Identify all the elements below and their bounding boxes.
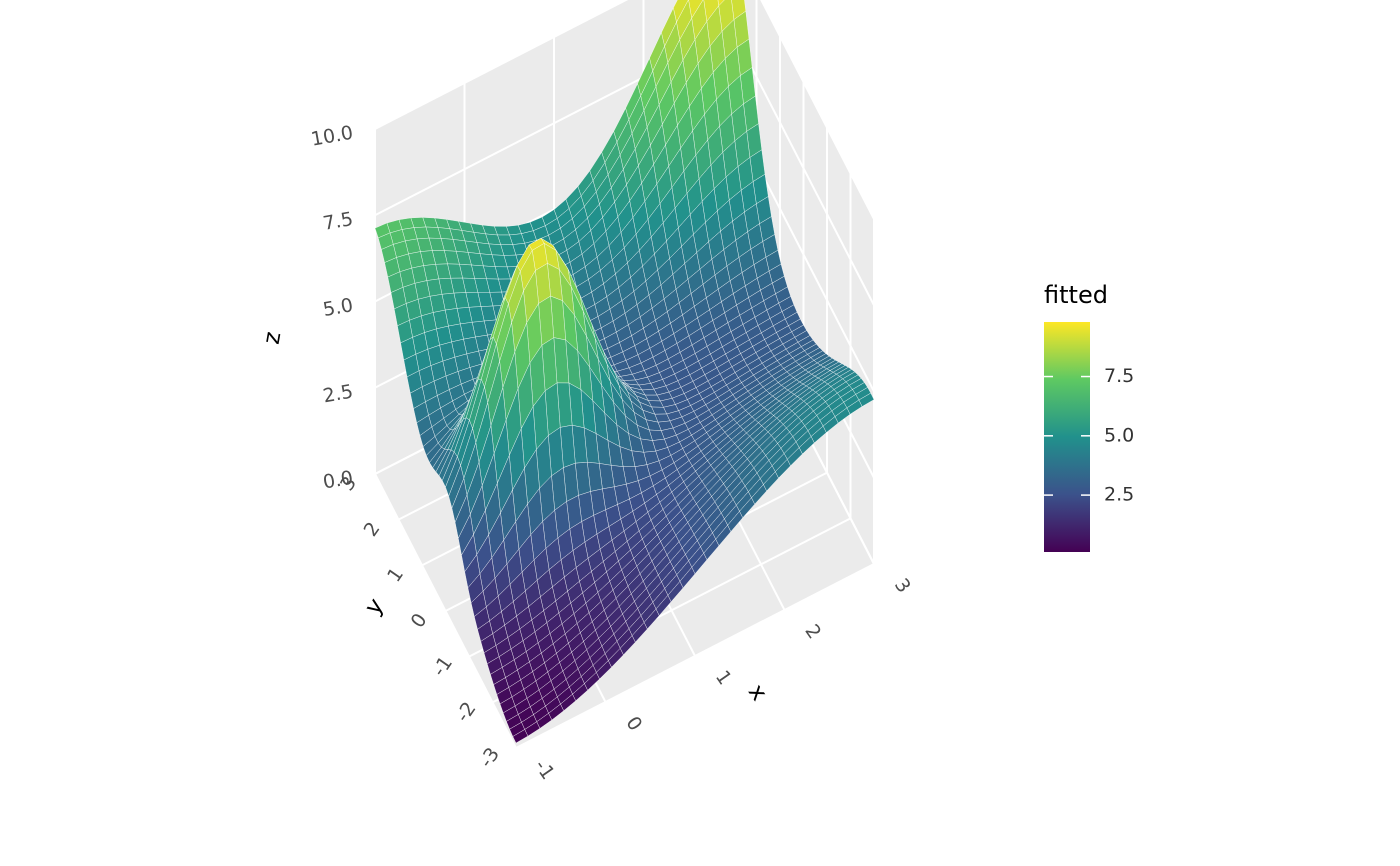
z-tick-label: 7.5 (321, 208, 355, 235)
surface-cell (512, 729, 529, 744)
z-tick-label: 5.0 (321, 294, 355, 321)
legend-colorbar (1044, 322, 1090, 552)
legend-label: 5.0 (1104, 424, 1134, 446)
y-tick-label: -1 (428, 652, 457, 680)
x-tick-label: 3 (890, 574, 915, 597)
z-axis-title: z (259, 330, 287, 346)
y-tick-label: -2 (452, 698, 481, 726)
y-tick-label: 2 (360, 518, 385, 541)
y-tick-label: 1 (383, 564, 408, 587)
z-tick-label: 0.0 (321, 467, 355, 494)
legend-label: 2.5 (1104, 484, 1134, 506)
z-tick-label: 2.5 (321, 380, 355, 407)
legend-label: 7.5 (1104, 365, 1134, 387)
z-tick-label: 10.0 (309, 122, 354, 151)
wall-gridline-z (732, 30, 875, 306)
legend-title: fitted (1044, 281, 1108, 309)
y-axis-title: y (360, 594, 389, 620)
y-tick-label: -3 (475, 744, 504, 772)
x-tick-label: -1 (530, 756, 559, 784)
x-tick-label: 1 (711, 666, 736, 689)
wall-gridline-z (374, 0, 629, 130)
x-tick-label: 2 (800, 620, 825, 643)
wall-gridline-z (760, 0, 875, 220)
x-axis-title: x (743, 680, 772, 706)
x-tick-label: 0 (621, 712, 646, 735)
surface (374, 0, 875, 744)
floor-gridline-y (515, 563, 875, 749)
y-tick-label: 0 (407, 609, 432, 632)
legend: fitted 2.5 5.0 7.5 (1044, 281, 1134, 552)
